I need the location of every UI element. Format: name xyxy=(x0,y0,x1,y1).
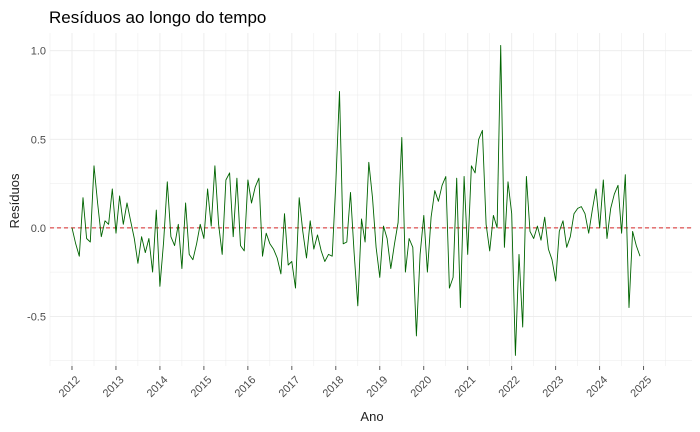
x-axis-label: Ano xyxy=(360,409,383,424)
x-tick-label: 2015 xyxy=(189,374,215,400)
x-tick-label: 2025 xyxy=(628,374,654,400)
y-tick-label: 0.5 xyxy=(31,134,46,146)
x-tick-label: 2019 xyxy=(365,374,391,400)
x-tick-label: 2013 xyxy=(101,374,127,400)
x-tick-label: 2014 xyxy=(145,374,171,400)
y-tick-label: -0.5 xyxy=(27,311,46,323)
x-tick-label: 2017 xyxy=(277,374,303,400)
x-tick-label: 2024 xyxy=(584,374,610,400)
x-tick-label: 2012 xyxy=(57,374,83,400)
grid-minor xyxy=(49,33,692,366)
y-tick-label: 1.0 xyxy=(31,46,46,58)
x-tick-label: 2020 xyxy=(409,374,435,400)
x-tick-label: 2023 xyxy=(540,374,566,400)
chart-title: Resíduos ao longo do tempo xyxy=(49,8,266,27)
y-tick-label: 0.0 xyxy=(31,223,46,235)
grid-major xyxy=(50,33,692,366)
x-tick-label: 2016 xyxy=(233,374,259,400)
y-axis-label: Resíduos xyxy=(7,173,22,228)
series-line xyxy=(71,44,641,356)
y-axis-ticks: 1.0 0.5 0.0 -0.5 xyxy=(27,46,46,324)
x-tick-label: 2022 xyxy=(496,374,522,400)
x-tick-label: 2021 xyxy=(453,374,479,400)
x-tick-label: 2018 xyxy=(321,374,347,400)
x-axis-ticks: 2012 2013 2014 2015 2016 2017 2018 2019 2020 2021… xyxy=(57,366,654,400)
